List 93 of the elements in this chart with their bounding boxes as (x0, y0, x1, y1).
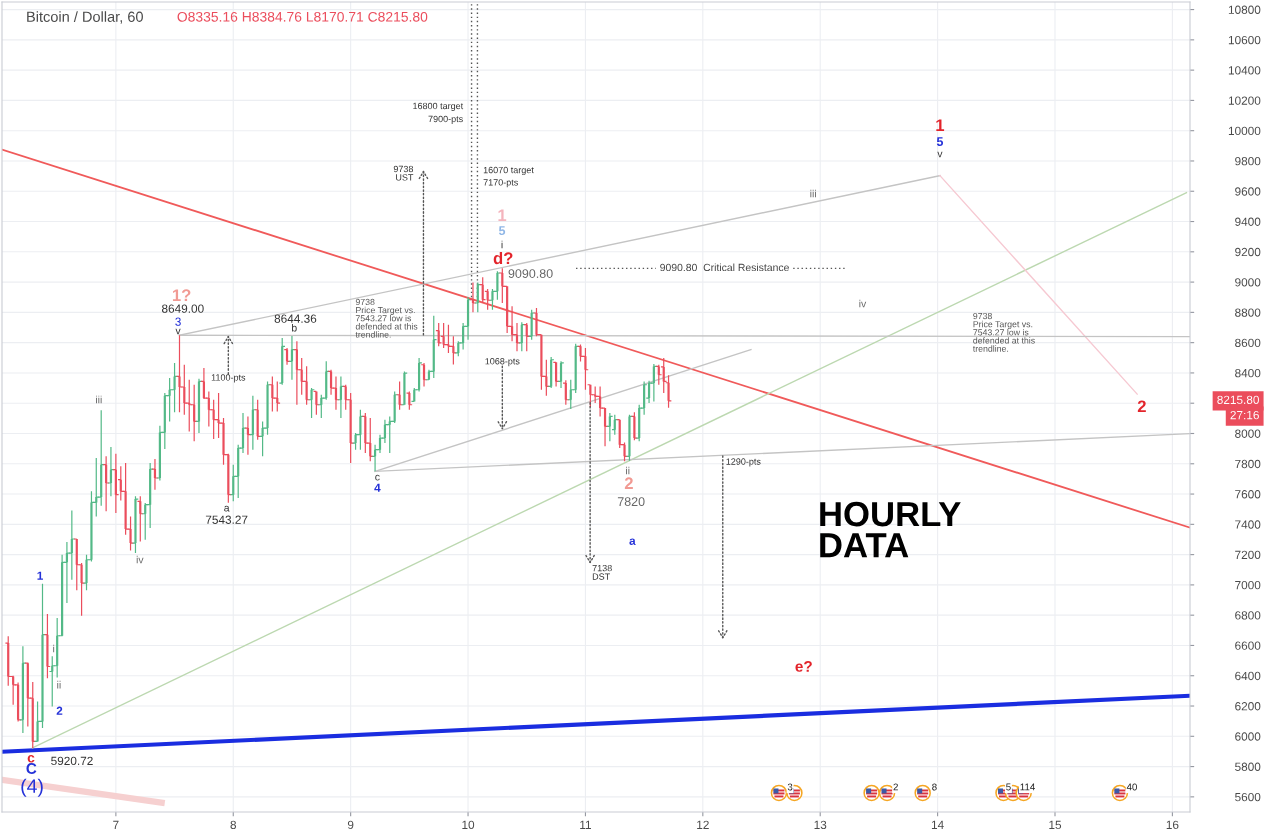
annotation: 5 (498, 226, 506, 236)
annotation: c (27, 754, 35, 763)
y-tick-label: 7800 (1235, 459, 1261, 469)
annotation: v (937, 151, 943, 158)
annotation: i (501, 240, 503, 249)
y-tick-label: 6000 (1235, 732, 1261, 741)
annotation: i (53, 644, 55, 653)
x-tick-label: 8 (230, 820, 237, 829)
y-tick-label: 7000 (1235, 580, 1261, 590)
y-tick-label: 10400 (1228, 66, 1261, 75)
y-tick-label: 6800 (1235, 611, 1261, 620)
y-tick-label: 5600 (1235, 792, 1261, 802)
annotation: 4 (374, 483, 381, 492)
x-tick-label: 9 (347, 820, 354, 829)
x-tick-label: 10 (462, 820, 475, 829)
annotation: iv (136, 555, 144, 564)
annotation: 9738 UST (393, 165, 414, 181)
annotation: 2 (893, 783, 898, 791)
annotation: iii (810, 189, 816, 198)
y-tick-label: 6200 (1235, 702, 1261, 711)
annotation: 1100-pts (211, 374, 246, 383)
annotation: 1290-pts (726, 458, 761, 467)
annotation: 8644.36 (274, 314, 317, 323)
x-tick-label: 15 (1049, 820, 1062, 829)
y-tick-label: 8400 (1235, 368, 1261, 378)
annotation: 3 (175, 317, 181, 326)
y-tick-label: 7600 (1235, 490, 1261, 499)
annotation: 7138 DST (592, 564, 612, 580)
y-tick-label: 8800 (1235, 308, 1261, 317)
x-tick-label: 14 (931, 820, 944, 829)
annotation: 1 (498, 209, 507, 221)
annotation: 1 (37, 571, 43, 580)
annotation: 5920.72 (51, 756, 93, 766)
y-tick-label: 10000 (1228, 126, 1261, 136)
annotation: iv (859, 299, 867, 308)
x-tick-label: 13 (814, 820, 827, 829)
y-tick-label: 10600 (1228, 35, 1261, 45)
y-tick-label: 8000 (1235, 429, 1261, 438)
annotation: ii (626, 466, 630, 475)
annotation: 16070 target 7170-pts (483, 166, 534, 188)
annotation: ii (57, 680, 61, 689)
annotation: iii (96, 395, 102, 404)
text: 27:16 (1230, 410, 1259, 420)
y-tick-label: 7400 (1235, 520, 1261, 529)
y-tick-label: 9800 (1235, 157, 1261, 166)
annotation: 9738 Price Target vs. 7543.27 low is defended at this trendline. (355, 298, 418, 338)
annotation: e? (795, 661, 812, 672)
annotation: 9090.80 (508, 269, 553, 278)
annotation: 9090.80 Critical Resistance (660, 263, 789, 272)
text: 8215.80 (1217, 395, 1259, 404)
annotation: 2 (624, 477, 633, 489)
annotation: a (224, 505, 230, 512)
y-tick-label: 9000 (1235, 278, 1261, 287)
y-tick-label: 10200 (1228, 96, 1261, 105)
text: Bitcoin / Dollar, 60 (27, 11, 143, 24)
annotation: 8 (932, 783, 937, 791)
x-tick-label: 11 (580, 820, 591, 829)
annotation: c (375, 474, 380, 481)
annotation: b (292, 323, 297, 332)
y-tick-label: 9200 (1235, 247, 1261, 257)
text: O8335.16 H8384.76 L8170.71 C8215.80 (177, 11, 428, 22)
annotation: 9738 Price Target vs. 7543.27 low is defended at this trendline. (972, 312, 1035, 352)
annotation: 1068-pts (485, 358, 520, 367)
annotation: 7820 (617, 497, 645, 507)
annotation: 40 (1126, 783, 1137, 791)
annotation: (4) (21, 778, 43, 797)
x-tick-label: 16 (1166, 820, 1179, 829)
annotation: 1 (936, 119, 945, 131)
annotation: 114 (1020, 783, 1035, 791)
annotation: 2 (56, 706, 63, 715)
annotation: C (26, 763, 37, 774)
y-tick-label: 9400 (1235, 217, 1261, 226)
y-tick-label: 6400 (1235, 671, 1261, 681)
annotation: 8649.00 (161, 304, 204, 313)
annotation: 16800 target 7900-pts (413, 102, 464, 124)
annotation: d? (493, 251, 513, 265)
x-tick-label: 7 (113, 820, 119, 829)
y-tick-label: 10800 (1228, 5, 1261, 14)
y-tick-label: 7200 (1235, 550, 1261, 560)
y-tick-label: 9600 (1235, 187, 1261, 196)
annotation: a (629, 538, 636, 545)
y-tick-label: 5800 (1235, 762, 1261, 771)
annotation: 1? (172, 289, 191, 301)
annotation: v (175, 328, 181, 335)
y-tick-label: 8600 (1235, 338, 1261, 348)
x-tick-label: 12 (697, 820, 709, 829)
annotation: 2 (1137, 400, 1146, 413)
annotation: 7543.27 (205, 515, 248, 524)
annotation: 5 (1006, 783, 1011, 791)
y-tick-label: 6600 (1235, 641, 1261, 650)
annotation: HOURLY DATA (820, 501, 961, 558)
annotation: 5 (936, 137, 944, 146)
annotation: 3 (787, 783, 793, 791)
